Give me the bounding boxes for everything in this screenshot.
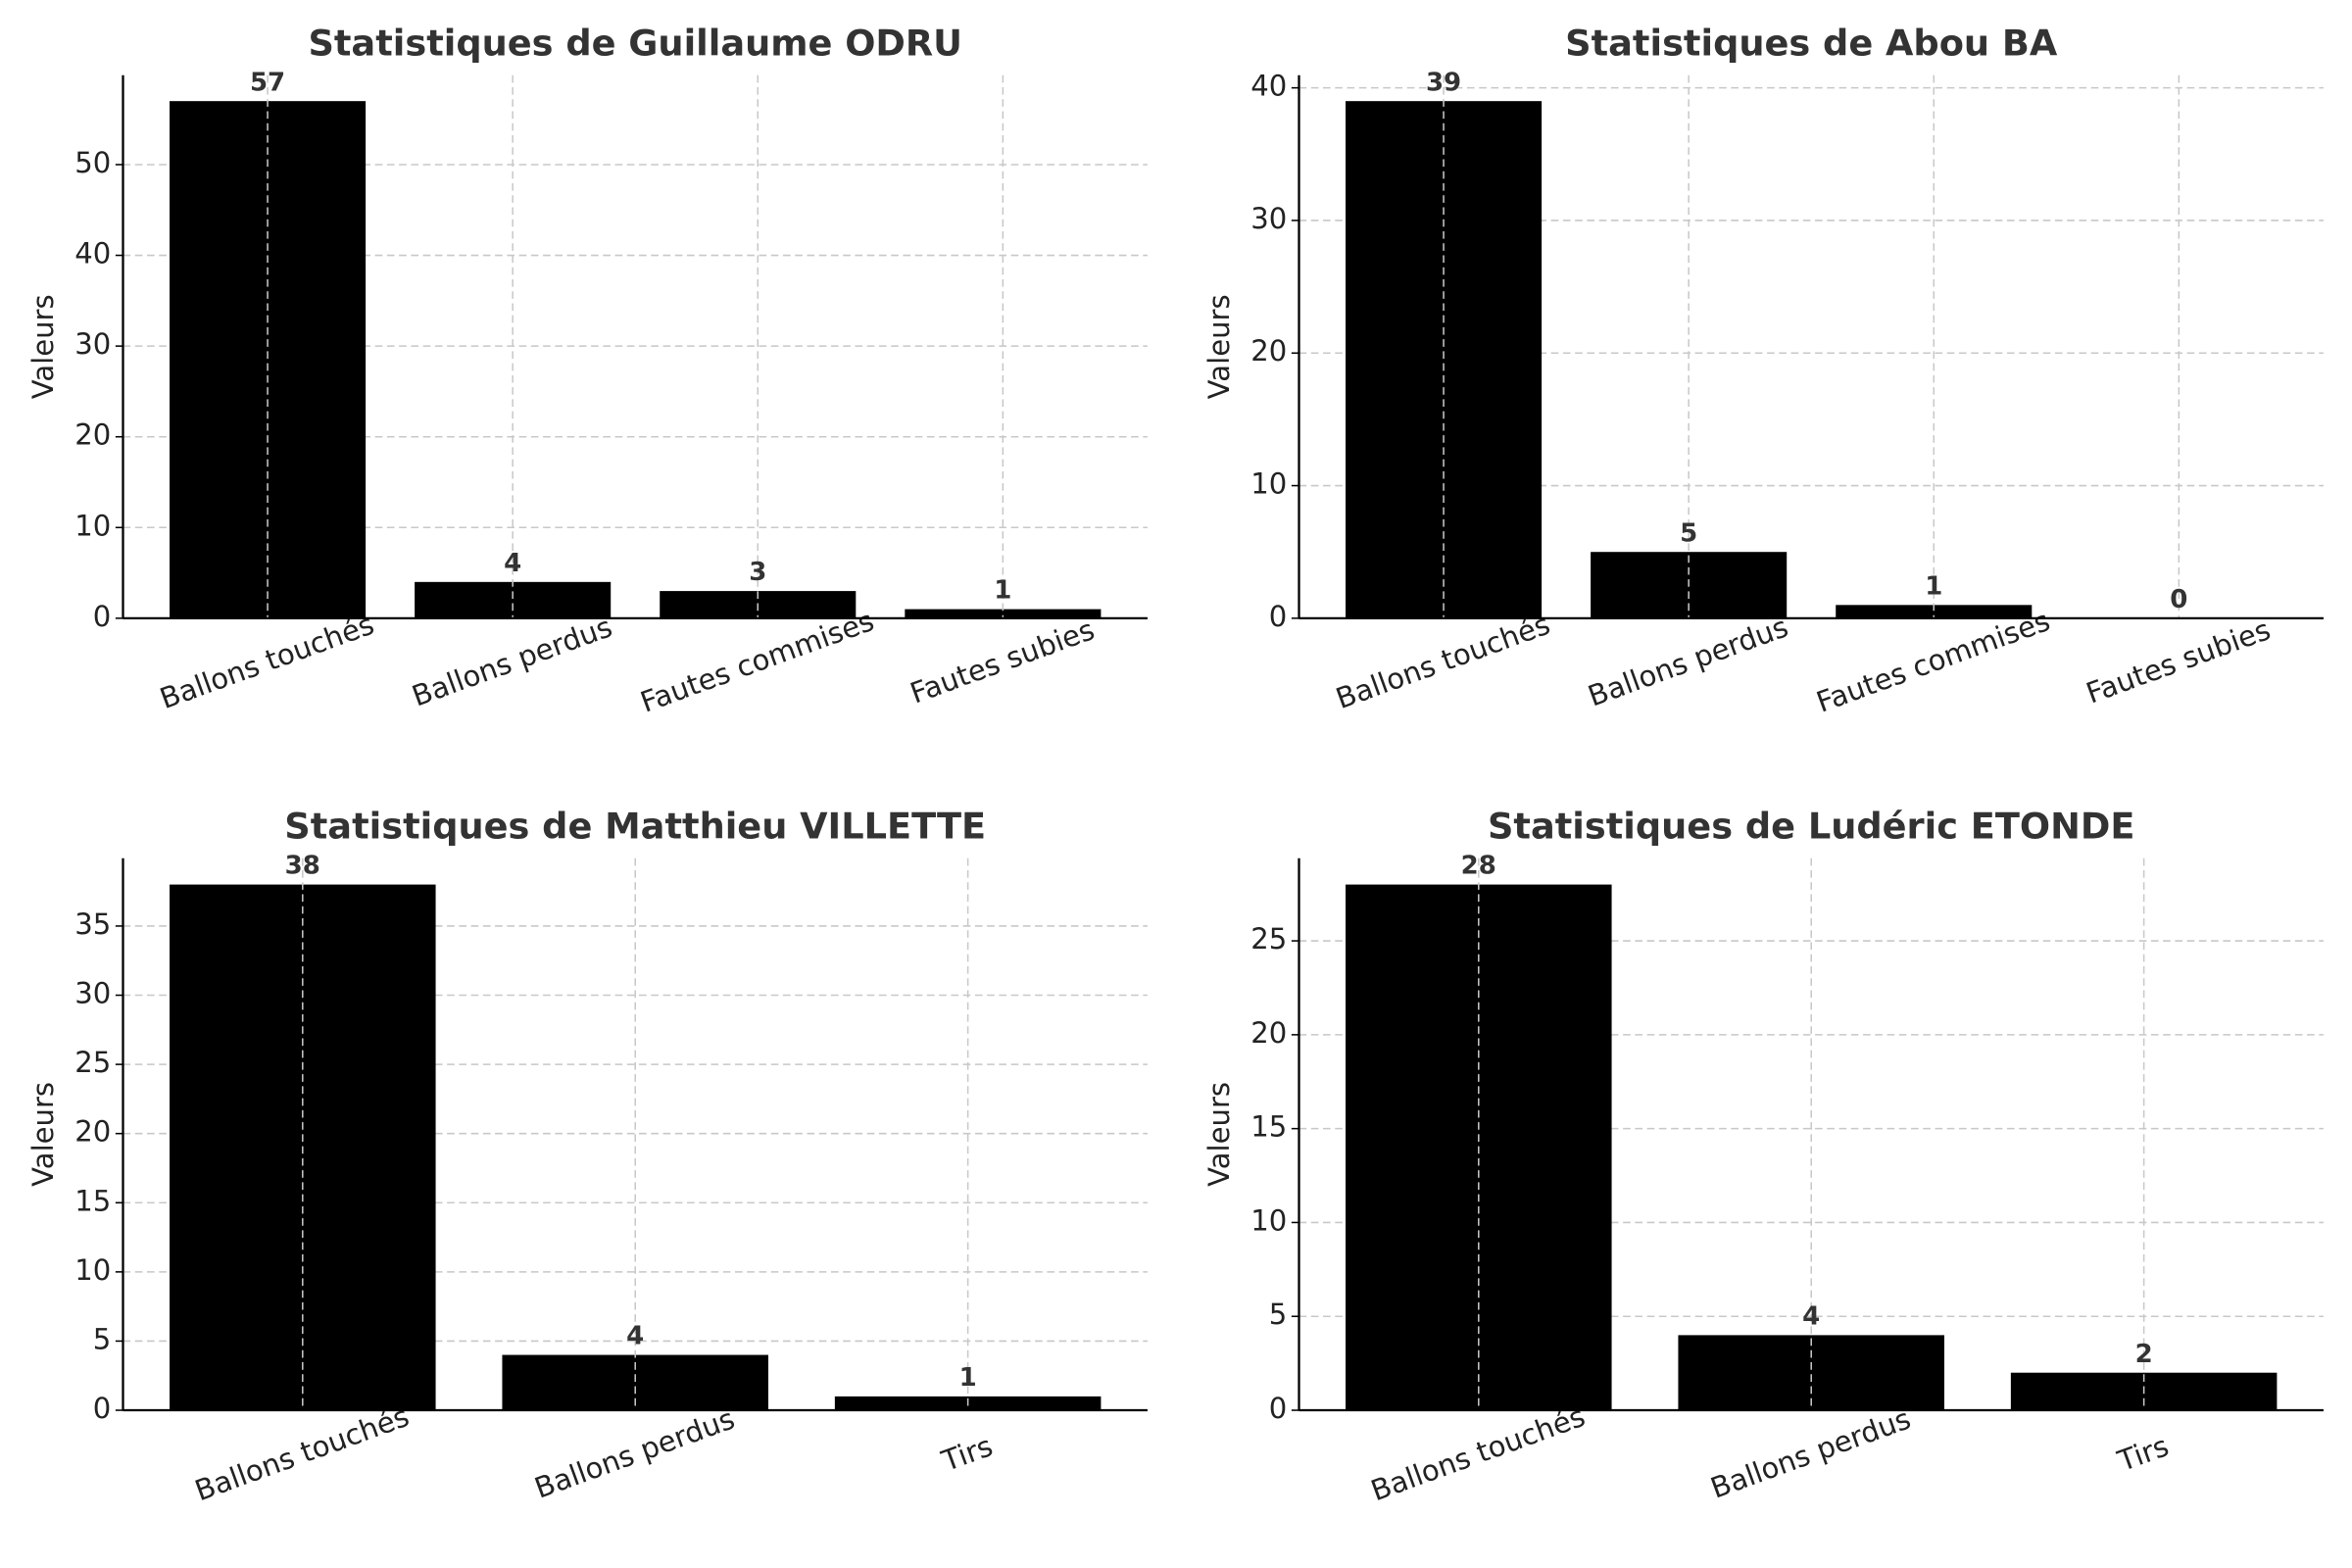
y-tick-label: 30 bbox=[74, 977, 111, 1010]
x-tick-label: Ballons touchés bbox=[1332, 608, 1554, 715]
y-tick-label: 20 bbox=[1250, 334, 1287, 368]
value-label: 4 bbox=[504, 549, 521, 578]
y-tick-label: 0 bbox=[93, 600, 112, 633]
value-label: 4 bbox=[626, 1322, 644, 1351]
y-tick-label: 25 bbox=[1250, 922, 1287, 956]
value-label: 1 bbox=[994, 576, 1011, 606]
x-tick-label: Fautes subies bbox=[906, 612, 1099, 710]
y-tick-label: 10 bbox=[1250, 467, 1287, 501]
x-tick-label: Ballons touchés bbox=[190, 1399, 413, 1507]
x-tick-label: Ballons touchés bbox=[156, 608, 378, 715]
chart-title: Statistiques de Matthieu VILLETTE bbox=[284, 806, 986, 848]
value-label: 0 bbox=[2170, 585, 2187, 614]
y-tick-label: 10 bbox=[74, 1253, 111, 1287]
y-tick-label: 30 bbox=[1250, 202, 1287, 235]
y-tick-label: 10 bbox=[1250, 1203, 1287, 1237]
value-label: 1 bbox=[959, 1363, 977, 1393]
bar bbox=[905, 609, 1102, 618]
y-axis-label: Valeurs bbox=[1202, 294, 1236, 399]
value-label: 4 bbox=[1802, 1302, 1820, 1332]
x-tick-label: Tirs bbox=[2113, 1429, 2173, 1478]
bar bbox=[1836, 605, 2033, 618]
y-axis-label: Valeurs bbox=[1202, 1082, 1236, 1187]
y-tick-label: 15 bbox=[1250, 1110, 1287, 1144]
x-tick-label: Ballons perdus bbox=[408, 610, 616, 712]
y-tick-label: 10 bbox=[74, 509, 111, 542]
y-tick-label: 50 bbox=[74, 146, 111, 179]
y-tick-label: 20 bbox=[1250, 1016, 1287, 1050]
x-tick-label: Tirs bbox=[937, 1429, 997, 1478]
value-label: 2 bbox=[2135, 1340, 2153, 1369]
y-axis-label: Valeurs bbox=[26, 294, 60, 399]
value-label: 28 bbox=[1461, 852, 1496, 881]
value-label: 3 bbox=[749, 558, 766, 587]
y-tick-label: 35 bbox=[74, 907, 111, 941]
x-tick-label: Ballons perdus bbox=[530, 1401, 739, 1504]
y-axis-label: Valeurs bbox=[26, 1082, 60, 1187]
y-tick-label: 40 bbox=[74, 237, 111, 270]
value-label: 39 bbox=[1426, 68, 1461, 97]
x-tick-label: Ballons perdus bbox=[1584, 610, 1792, 712]
y-tick-label: 0 bbox=[93, 1392, 112, 1425]
chart-title: Statistiques de Abou BA bbox=[1565, 23, 2058, 65]
x-tick-label: Ballons touchés bbox=[1366, 1399, 1589, 1507]
bar bbox=[1678, 1335, 1944, 1411]
y-tick-label: 5 bbox=[1269, 1298, 1288, 1331]
y-tick-label: 40 bbox=[1250, 70, 1287, 103]
value-label: 57 bbox=[250, 68, 285, 97]
x-tick-label: Fautes subies bbox=[2082, 612, 2275, 710]
x-tick-label: Ballons perdus bbox=[1706, 1401, 1915, 1504]
y-tick-label: 0 bbox=[1269, 1392, 1288, 1425]
bar bbox=[415, 581, 612, 618]
y-tick-label: 20 bbox=[74, 418, 111, 452]
value-label: 5 bbox=[1680, 518, 1697, 548]
y-tick-label: 5 bbox=[93, 1322, 112, 1355]
chart-title: Statistiques de Guillaume ODRU bbox=[308, 23, 962, 65]
y-tick-label: 30 bbox=[74, 327, 111, 361]
value-label: 1 bbox=[1925, 571, 1942, 601]
value-label: 38 bbox=[285, 852, 320, 881]
y-tick-label: 0 bbox=[1269, 600, 1288, 633]
x-tick-label: Fautes commises bbox=[1812, 604, 2054, 719]
x-tick-label: Fautes commises bbox=[636, 604, 878, 719]
chart-title: Statistiques de Ludéric ETONDE bbox=[1488, 806, 2134, 848]
y-tick-label: 15 bbox=[74, 1184, 111, 1217]
y-tick-label: 20 bbox=[74, 1115, 111, 1149]
y-tick-label: 25 bbox=[74, 1046, 111, 1079]
